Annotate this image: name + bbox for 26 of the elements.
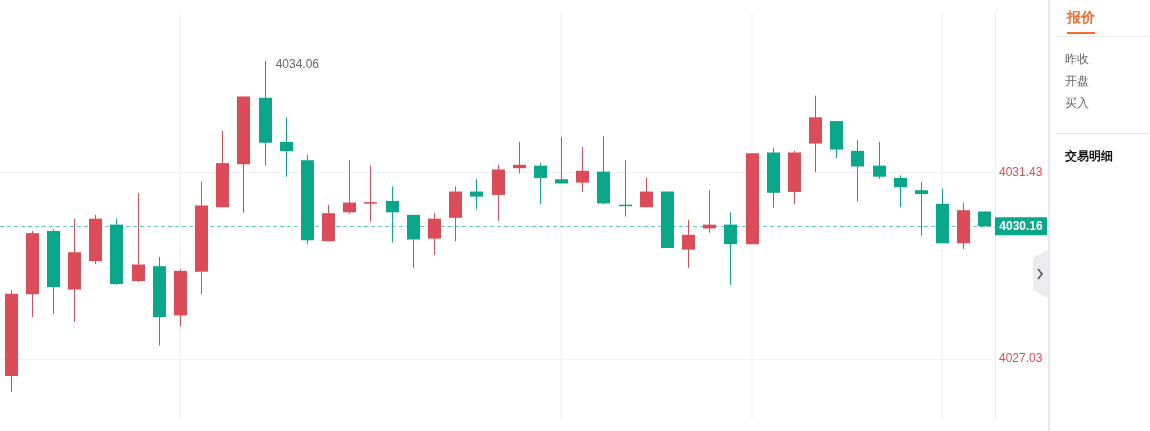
text: 开盘 <box>1065 73 1089 90</box>
candlestick <box>470 178 483 210</box>
text: 报价 <box>1067 9 1095 34</box>
candlestick <box>343 159 356 215</box>
candlestick <box>915 181 928 237</box>
candlestick <box>851 139 864 203</box>
candlestick <box>894 174 907 208</box>
text: 昨收 <box>1065 51 1089 68</box>
candlestick <box>132 192 145 283</box>
candlestick <box>364 165 377 223</box>
y-tick-label: 4027.03 <box>999 351 1043 366</box>
candlestick <box>873 141 886 180</box>
candlestick <box>555 136 568 184</box>
candlestick <box>724 211 737 286</box>
candlestick <box>534 162 547 205</box>
candlestick <box>640 177 653 208</box>
ref-line-label: 4030.16 <box>999 218 1044 233</box>
y-tick-label: 4031.43 <box>999 164 1043 179</box>
annotation: 4034.06 <box>275 57 320 72</box>
candlestick <box>576 146 589 193</box>
text: 买入 <box>1065 95 1089 112</box>
candlestick <box>682 219 695 269</box>
candlestick <box>386 185 399 243</box>
text: 交易明细 <box>1065 148 1113 165</box>
candlestick <box>280 116 293 178</box>
candlestick <box>428 212 441 256</box>
